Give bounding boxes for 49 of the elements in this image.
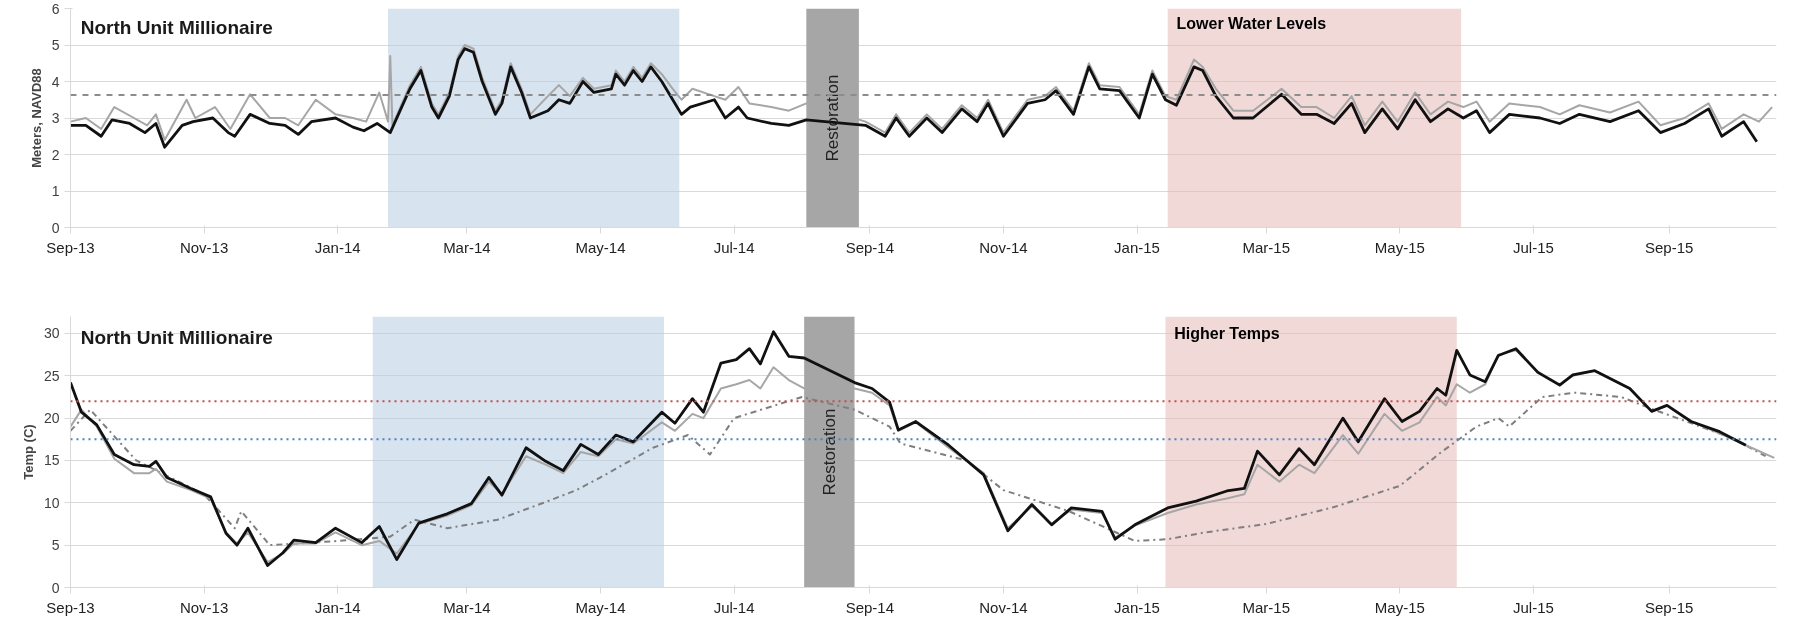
y-tick-label: 15 bbox=[43, 452, 60, 469]
y-tick-label: 5 bbox=[51, 37, 60, 53]
x-tick-label: Jan-15 bbox=[1114, 598, 1160, 616]
x-tick-label: Sep-15 bbox=[1645, 238, 1694, 256]
x-tick-label: May-14 bbox=[575, 598, 626, 616]
x-tick-label: Sep-14 bbox=[845, 598, 895, 616]
x-tick-label: May-14 bbox=[575, 238, 626, 256]
x-tick-label: Nov-13 bbox=[179, 238, 229, 256]
x-tick-label: Nov-13 bbox=[179, 598, 229, 616]
y-tick-label: 30 bbox=[43, 325, 60, 342]
x-tick-label: Nov-14 bbox=[979, 238, 1028, 256]
y-tick-label: 0 bbox=[51, 579, 60, 596]
y-tick-label: 1 bbox=[51, 183, 60, 199]
x-tick-label: Jul-14 bbox=[713, 598, 755, 616]
y-tick-label: 10 bbox=[43, 494, 60, 511]
y-tick-label: 2 bbox=[51, 146, 60, 163]
x-tick-label: Mar-14 bbox=[443, 598, 491, 616]
y-tick-label: 3 bbox=[51, 110, 60, 126]
x-tick-label: Jan-14 bbox=[314, 238, 361, 256]
x-tick-label: Mar-14 bbox=[443, 238, 491, 256]
y-tick-label: 6 bbox=[51, 0, 60, 17]
x-tick-label: Jan-15 bbox=[1114, 238, 1160, 256]
x-tick-label: Jul-14 bbox=[713, 238, 755, 256]
y-tick-label: 5 bbox=[51, 537, 60, 554]
x-tick-label: Jan-14 bbox=[314, 598, 361, 616]
x-tick-label: Jul-15 bbox=[1512, 238, 1554, 256]
y-tick-label: 4 bbox=[51, 73, 60, 90]
x-tick-label: Sep-14 bbox=[845, 238, 895, 256]
y-tick-label: 25 bbox=[43, 367, 60, 384]
band-label: Restoration bbox=[819, 408, 839, 496]
line-series bbox=[70, 391, 1767, 547]
x-tick-label: Sep-15 bbox=[1645, 598, 1694, 616]
band-label: Higher Temps bbox=[1174, 324, 1280, 342]
band-label: Restoration bbox=[823, 74, 843, 162]
x-tick-label: Jul-15 bbox=[1512, 598, 1554, 616]
x-tick-label: May-15 bbox=[1374, 238, 1425, 256]
y-axis-title: Meters, NAVD88 bbox=[28, 68, 44, 168]
x-tick-label: Mar-15 bbox=[1242, 598, 1290, 616]
y-axis-title: Temp (C) bbox=[20, 424, 36, 480]
x-tick-label: Sep-13 bbox=[46, 598, 95, 616]
x-tick-label: Sep-13 bbox=[46, 238, 95, 256]
x-tick-label: May-15 bbox=[1374, 598, 1425, 616]
x-tick-label: Mar-15 bbox=[1242, 238, 1290, 256]
text: North Unit Millionaire bbox=[80, 327, 273, 349]
band-label: Lower Water Levels bbox=[1176, 15, 1327, 33]
x-tick-label: Nov-14 bbox=[979, 598, 1028, 616]
text: North Unit Millionaire bbox=[80, 17, 273, 39]
y-tick-label: 20 bbox=[43, 410, 60, 427]
y-tick-label: 0 bbox=[51, 219, 60, 236]
